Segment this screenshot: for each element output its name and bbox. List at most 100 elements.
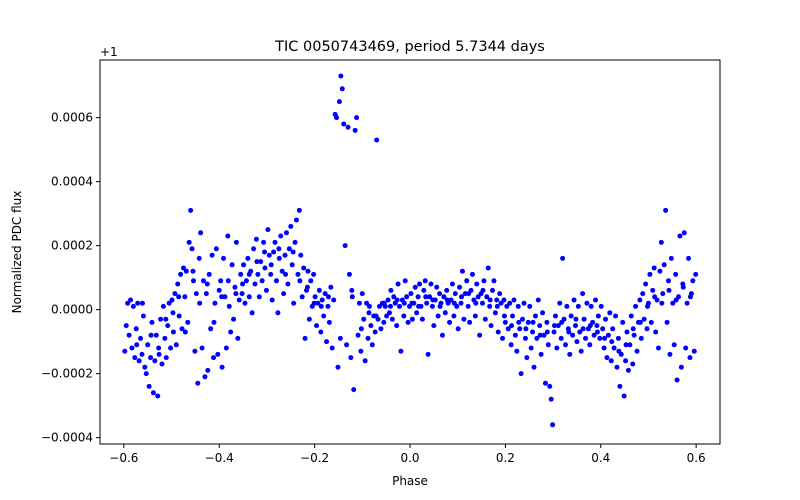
data-point (528, 345, 534, 351)
data-point (459, 294, 465, 300)
data-point (508, 342, 514, 348)
data-point (358, 326, 364, 332)
data-point (346, 271, 352, 277)
data-point (415, 294, 421, 300)
data-point (490, 287, 496, 293)
data-point (368, 323, 374, 329)
data-point (542, 380, 548, 386)
x-tick-label: 0.0 (400, 451, 419, 465)
data-point (225, 278, 231, 284)
data-point (691, 348, 697, 354)
data-point (378, 326, 384, 332)
data-point (150, 390, 156, 396)
data-point (282, 252, 288, 258)
data-point (637, 297, 643, 303)
data-point (318, 303, 324, 309)
data-point (291, 300, 297, 306)
data-point (537, 323, 543, 329)
data-point (352, 127, 358, 133)
data-point (265, 227, 271, 233)
data-point (336, 99, 342, 105)
data-point (524, 355, 530, 361)
data-point (564, 303, 570, 309)
data-point (494, 297, 500, 303)
data-point (168, 345, 174, 351)
data-point (163, 316, 169, 322)
data-point (444, 297, 450, 303)
data-point (661, 262, 667, 268)
y-tick-label: −0.0004 (41, 431, 93, 445)
data-point (135, 300, 141, 306)
data-point (534, 335, 540, 341)
data-point (182, 329, 188, 335)
data-point (314, 323, 320, 329)
data-point (334, 115, 340, 121)
data-point (667, 351, 673, 357)
data-point (225, 233, 231, 239)
data-point (362, 358, 368, 364)
data-point (255, 271, 261, 277)
data-point (637, 319, 643, 325)
data-point (235, 335, 241, 341)
data-point (607, 310, 613, 316)
data-point (594, 323, 600, 329)
y-tick-label: 0.0006 (51, 111, 93, 125)
data-point (366, 303, 372, 309)
data-point (268, 262, 274, 268)
data-point (517, 326, 523, 332)
data-point (482, 316, 488, 322)
data-point (580, 291, 586, 297)
data-point (229, 262, 235, 268)
data-point (296, 207, 302, 213)
data-point (617, 383, 623, 389)
data-point (123, 323, 129, 329)
data-point (180, 265, 186, 271)
data-point (205, 367, 211, 373)
data-points (122, 73, 699, 428)
data-point (271, 249, 277, 255)
data-point (173, 342, 179, 348)
data-point (322, 291, 328, 297)
data-point (501, 297, 507, 303)
y-tick-label: −0.0002 (41, 367, 93, 381)
data-point (261, 239, 267, 245)
data-point (231, 316, 237, 322)
data-point (388, 287, 394, 293)
data-point (221, 255, 227, 261)
data-point (132, 355, 138, 361)
data-point (170, 310, 176, 316)
data-point (477, 332, 483, 338)
data-point (176, 313, 182, 319)
data-point (598, 303, 604, 309)
data-point (487, 303, 493, 309)
data-point (469, 271, 475, 277)
data-point (663, 207, 669, 213)
x-tick-label: 0.6 (687, 451, 706, 465)
data-point (588, 303, 594, 309)
data-point (372, 329, 378, 335)
data-point (156, 351, 162, 357)
data-point (652, 294, 658, 300)
data-point (572, 323, 578, 329)
data-point (668, 255, 674, 261)
data-point (638, 335, 644, 341)
data-point (326, 319, 332, 325)
data-point (510, 313, 516, 319)
data-point (425, 351, 431, 357)
data-point (620, 319, 626, 325)
data-point (665, 278, 671, 284)
data-point (521, 300, 527, 306)
data-point (578, 348, 584, 354)
data-point (595, 313, 601, 319)
data-point (464, 278, 470, 284)
data-point (498, 300, 504, 306)
data-point (602, 335, 608, 341)
data-point (130, 303, 136, 309)
data-point (559, 319, 565, 325)
data-point (628, 313, 634, 319)
data-point (306, 316, 312, 322)
data-point (348, 355, 354, 361)
data-point (439, 332, 445, 338)
data-point (155, 393, 161, 399)
data-point (427, 294, 433, 300)
